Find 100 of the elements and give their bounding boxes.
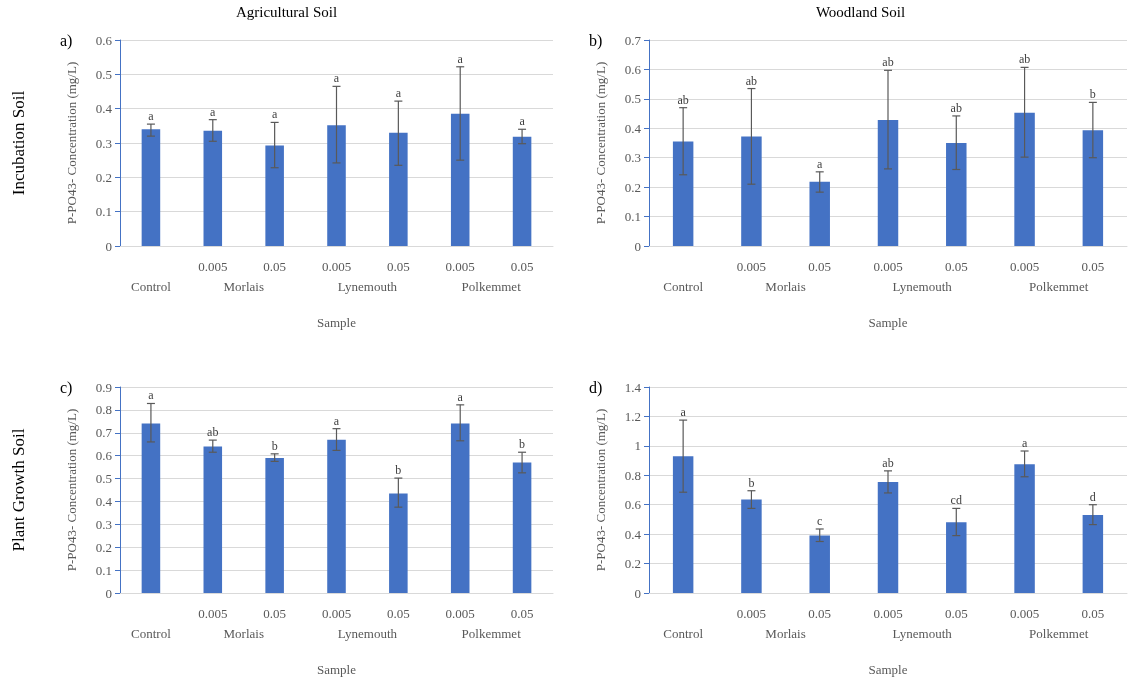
bar xyxy=(946,522,967,593)
y-tick-label: 1.4 xyxy=(624,379,642,395)
text: Morlais xyxy=(223,625,264,641)
annotation: a xyxy=(395,86,402,101)
bar xyxy=(450,113,470,246)
text: c) xyxy=(60,378,73,397)
y-tick-label: 0.2 xyxy=(624,179,641,195)
x-tick-label: 0.05 xyxy=(808,259,832,274)
y-tick-label: 0.5 xyxy=(95,471,112,487)
text: Incubation Soil xyxy=(8,90,28,196)
x-axis-title: Sample xyxy=(317,662,357,677)
bar xyxy=(512,136,532,246)
text: a) xyxy=(60,31,73,50)
annotation: d xyxy=(1089,489,1096,504)
annotation: b xyxy=(395,463,402,478)
annotation: a xyxy=(457,389,464,404)
y-tick-label: 0.6 xyxy=(624,497,642,513)
annotation: a xyxy=(148,109,155,124)
annotation: ab xyxy=(882,455,894,470)
annotation: a xyxy=(210,104,217,119)
annotation: a xyxy=(333,71,340,86)
x-axis-title: Sample xyxy=(317,315,357,330)
y-tick-label: 0.8 xyxy=(95,402,112,418)
x-tick-label: 0.005 xyxy=(873,259,903,274)
bar xyxy=(877,120,899,246)
x-tick-label: 0.05 xyxy=(263,259,287,274)
y-tick-label: 0.7 xyxy=(95,425,113,441)
x-tick-label: 0.05 xyxy=(944,259,968,274)
annotation: cd xyxy=(950,493,962,508)
y-tick-label: 0.1 xyxy=(95,204,112,220)
annotation: ab xyxy=(745,73,758,88)
text: Control xyxy=(131,625,172,641)
text: Polkemmet xyxy=(461,278,522,294)
y-tick-label: 0.6 xyxy=(624,61,642,77)
annotation: ab xyxy=(950,100,962,115)
text: Polkemmet xyxy=(1029,625,1089,641)
x-tick-label: 0.005 xyxy=(321,606,352,621)
y-tick-label: 0.5 xyxy=(624,91,641,107)
x-tick-label: 0.005 xyxy=(1009,259,1040,274)
bar xyxy=(512,462,532,593)
text: Lynemouth xyxy=(892,278,953,294)
text: Morlais xyxy=(765,625,806,641)
y-tick-label: 0 xyxy=(634,238,641,254)
y-tick-label: 0.4 xyxy=(95,101,113,117)
bar xyxy=(1014,464,1035,593)
bar xyxy=(741,499,762,593)
x-tick-label: 0.005 xyxy=(873,606,903,621)
x-tick-label: 0.005 xyxy=(445,606,475,621)
y-tick-label: 0.9 xyxy=(95,379,112,395)
x-tick-label: 0.005 xyxy=(321,259,352,274)
annotation: b xyxy=(1089,87,1096,102)
text: Control xyxy=(131,278,172,294)
x-tick-label: 0.05 xyxy=(1081,259,1105,274)
text: Polkemmet xyxy=(461,625,522,641)
y-tick-label: 0.1 xyxy=(624,209,641,225)
text: Polkemmet xyxy=(1029,278,1089,294)
x-tick-label: 0.05 xyxy=(386,606,410,621)
y-tick-label: 0.2 xyxy=(624,556,641,572)
x-tick-label: 0.05 xyxy=(263,606,287,621)
bar xyxy=(265,145,284,246)
bar xyxy=(203,446,223,593)
annotation: a xyxy=(817,156,824,171)
x-tick-label: 0.05 xyxy=(1081,606,1105,621)
text: Plant Growth Soil xyxy=(8,428,28,552)
y-axis-title: P-PO43- Concentration (mg/L) xyxy=(64,408,79,572)
text: Lynemouth xyxy=(892,625,953,641)
text: b) xyxy=(589,31,603,50)
bar xyxy=(741,136,762,246)
bar xyxy=(450,423,470,593)
annotation: b xyxy=(519,437,526,452)
x-tick-label: 0.05 xyxy=(944,606,968,621)
y-tick-label: 0.7 xyxy=(624,32,642,48)
x-tick-label: 0.05 xyxy=(808,606,832,621)
text: Morlais xyxy=(765,278,806,294)
bar xyxy=(327,125,346,246)
chart-title: Agricultural Soil xyxy=(235,3,338,20)
y-tick-label: 1 xyxy=(634,438,641,454)
y-axis-title: P-PO43- Concentration (mg/L) xyxy=(64,61,79,225)
y-tick-label: 0.6 xyxy=(95,32,113,48)
bar xyxy=(141,129,161,246)
text: Control xyxy=(663,278,704,294)
annotation: c xyxy=(817,513,823,528)
bar xyxy=(672,141,694,246)
x-tick-label: 0.005 xyxy=(736,606,767,621)
y-tick-label: 0.5 xyxy=(95,66,112,82)
bar xyxy=(877,481,899,593)
x-axis-title: Sample xyxy=(868,662,908,677)
y-tick-label: 0.6 xyxy=(95,448,113,464)
bar xyxy=(1082,515,1104,593)
bar xyxy=(203,130,223,246)
y-axis-title: P-PO43- Concentration (mg/L) xyxy=(593,408,608,572)
y-tick-label: 0.8 xyxy=(624,467,641,483)
y-tick-label: 0.4 xyxy=(95,493,113,509)
y-tick-label: 0.4 xyxy=(624,120,642,136)
annotation: a xyxy=(680,405,687,420)
y-tick-label: 0 xyxy=(105,238,112,254)
y-tick-label: 0 xyxy=(634,585,641,601)
annotation: ab xyxy=(1018,52,1031,67)
annotation: b xyxy=(271,438,278,453)
bar xyxy=(265,457,284,593)
